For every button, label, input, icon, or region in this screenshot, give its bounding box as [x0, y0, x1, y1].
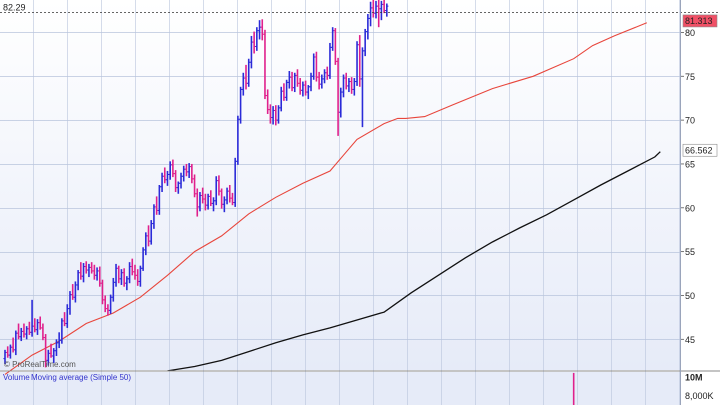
y-tick-label: 75 [685, 72, 695, 82]
price-labels: 81.313 66.562 [682, 14, 718, 157]
reference-line-label: 82.29 [3, 3, 26, 13]
volume-y-axis: 10M 8,000K [685, 373, 714, 401]
price-label-box [682, 143, 718, 157]
y-tick-label: 65 [685, 159, 695, 169]
volume-tick-label: 10M [685, 373, 703, 383]
y-tick-label: 55 [685, 247, 695, 257]
volume-tick-label: 8,000K [685, 391, 714, 401]
price-label-text: 81.313 [685, 16, 713, 26]
volume-subtitle: Moving average (Simple 50) [31, 373, 131, 382]
reference-line-layer: 82.29 [0, 3, 720, 13]
y-tick-label: 80 [685, 28, 695, 38]
vertical-gridlines [33, 0, 680, 405]
y-tick-label: 70 [685, 116, 695, 126]
price-bars [3, 0, 389, 368]
y-tick-label: 50 [685, 291, 695, 301]
price-label-text: 66.562 [685, 145, 713, 155]
ohlc-bar [385, 3, 389, 17]
y-tick-label: 45 [685, 335, 695, 345]
y-tick-label: 60 [685, 203, 695, 213]
watermark: © ProRealTime.com [4, 360, 76, 369]
volume-plot-background [0, 372, 680, 405]
ma-short-layer [4, 22, 648, 375]
moving-average-short-line [4, 22, 648, 375]
ma-long-layer [167, 151, 661, 372]
price-axis-background [680, 0, 720, 405]
price-y-axis: 45 50 55 60 65 70 75 80 [680, 28, 695, 345]
moving-average-long-line [167, 151, 661, 372]
volume-title: Volume [3, 373, 30, 382]
price-label-box [682, 14, 718, 28]
